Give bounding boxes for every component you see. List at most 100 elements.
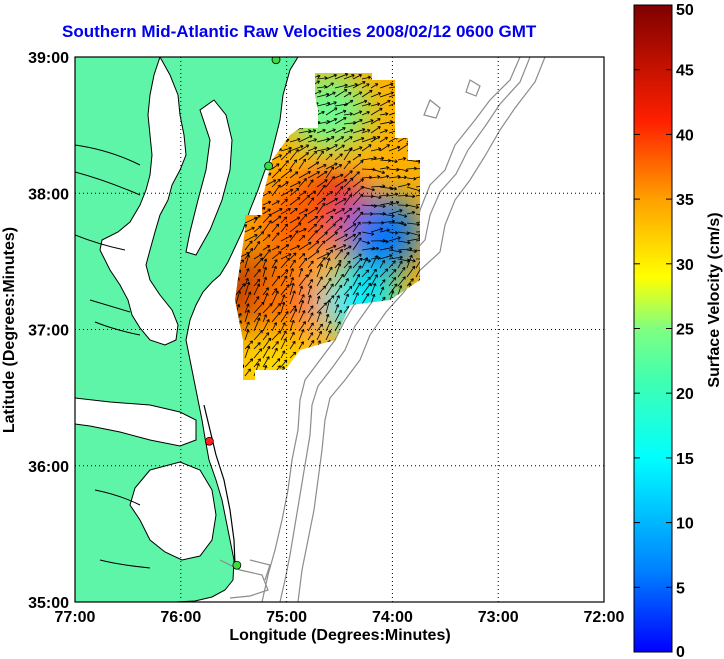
current-arrow xyxy=(397,182,411,188)
current-arrow xyxy=(325,329,332,341)
current-arrow xyxy=(289,252,297,260)
current-arrow xyxy=(244,345,251,359)
current-arrow xyxy=(325,117,338,125)
current-arrow xyxy=(370,227,384,233)
current-arrow xyxy=(298,194,311,206)
current-arrow xyxy=(262,220,272,233)
colorbar xyxy=(633,4,673,653)
current-arrow xyxy=(298,190,307,197)
current-arrow xyxy=(289,145,304,152)
current-arrow xyxy=(334,198,347,206)
current-arrow xyxy=(334,273,344,287)
x-tick-label: 77:00 xyxy=(55,609,96,626)
current-arrow xyxy=(271,288,278,296)
current-arrow xyxy=(316,231,328,242)
current-arrow xyxy=(280,338,287,350)
current-arrow xyxy=(361,240,371,245)
current-arrow xyxy=(370,107,383,116)
current-arrow xyxy=(334,116,347,125)
colorbar-tick-label: 35 xyxy=(676,192,694,209)
current-arrow xyxy=(271,341,279,350)
current-arrow xyxy=(271,311,281,323)
current-arrow xyxy=(262,266,268,278)
current-arrow xyxy=(262,213,272,224)
current-arrow xyxy=(415,174,420,179)
current-arrow xyxy=(298,171,311,179)
y-tick-label: 39:00 xyxy=(28,50,69,67)
plot-frame xyxy=(74,56,605,603)
current-arrow xyxy=(415,256,420,269)
current-arrow xyxy=(271,251,282,260)
current-arrow xyxy=(316,179,328,188)
current-arrow xyxy=(415,266,420,278)
current-arrow xyxy=(262,276,268,287)
current-arrow xyxy=(379,144,390,152)
current-arrow xyxy=(361,231,375,236)
current-arrow xyxy=(334,304,340,314)
current-arrow xyxy=(361,276,371,287)
x-tick-label: 73:00 xyxy=(478,609,519,626)
current-arrow xyxy=(262,249,271,260)
current-arrow xyxy=(307,207,319,215)
current-arrow xyxy=(415,229,420,234)
current-arrow xyxy=(262,245,271,251)
radar-station-marker xyxy=(232,560,242,570)
current-arrow xyxy=(289,305,297,314)
current-arrow xyxy=(307,223,318,233)
current-arrow xyxy=(325,283,334,296)
current-arrow xyxy=(325,277,332,287)
current-arrow xyxy=(289,351,297,359)
current-arrow xyxy=(271,154,283,161)
current-arrow xyxy=(316,164,327,170)
current-arrow xyxy=(343,92,352,98)
current-arrow xyxy=(370,118,381,125)
current-arrow xyxy=(325,153,333,161)
current-arrow xyxy=(343,128,354,134)
current-arrow xyxy=(307,171,320,179)
colorbar-tick-label: 15 xyxy=(676,451,694,468)
current-arrow xyxy=(406,249,417,253)
current-arrow xyxy=(343,160,351,170)
current-arrow xyxy=(334,173,344,179)
current-arrow xyxy=(415,158,420,163)
current-arrow xyxy=(361,186,375,192)
current-arrow xyxy=(352,153,362,161)
current-arrow xyxy=(352,160,364,170)
current-arrow xyxy=(388,249,402,254)
current-arrow xyxy=(325,320,332,332)
current-arrow xyxy=(244,268,250,278)
current-arrow xyxy=(406,210,416,215)
current-arrow xyxy=(316,295,321,305)
current-arrow xyxy=(325,82,334,89)
current-arrow xyxy=(307,294,312,305)
current-arrow xyxy=(379,239,389,244)
current-arrow xyxy=(271,358,281,368)
current-arrow xyxy=(316,330,322,341)
current-arrow xyxy=(253,278,261,287)
current-arrow xyxy=(379,259,385,269)
current-arrow xyxy=(325,257,331,269)
current-arrow xyxy=(289,181,301,188)
current-arrow xyxy=(298,144,310,152)
current-arrow xyxy=(244,247,254,260)
current-arrow xyxy=(415,192,420,197)
current-arrow xyxy=(352,265,362,278)
y-tick-label: 35:00 xyxy=(28,595,69,612)
colorbar-tick-label: 40 xyxy=(676,127,694,144)
current-arrow xyxy=(316,311,322,323)
current-arrow xyxy=(289,137,301,143)
current-arrow xyxy=(298,274,309,287)
current-arrow xyxy=(262,200,272,206)
current-arrow xyxy=(370,195,382,200)
current-arrow xyxy=(307,240,320,251)
current-arrow xyxy=(352,231,361,242)
current-arrow xyxy=(352,91,363,98)
current-arrow xyxy=(343,245,352,251)
current-arrow xyxy=(370,268,377,278)
colorbar-tick-label: 30 xyxy=(676,257,694,274)
current-arrow xyxy=(334,153,343,161)
current-arrow xyxy=(379,166,390,170)
current-arrow xyxy=(262,356,270,368)
current-arrow xyxy=(307,285,313,296)
current-arrow xyxy=(352,118,363,125)
